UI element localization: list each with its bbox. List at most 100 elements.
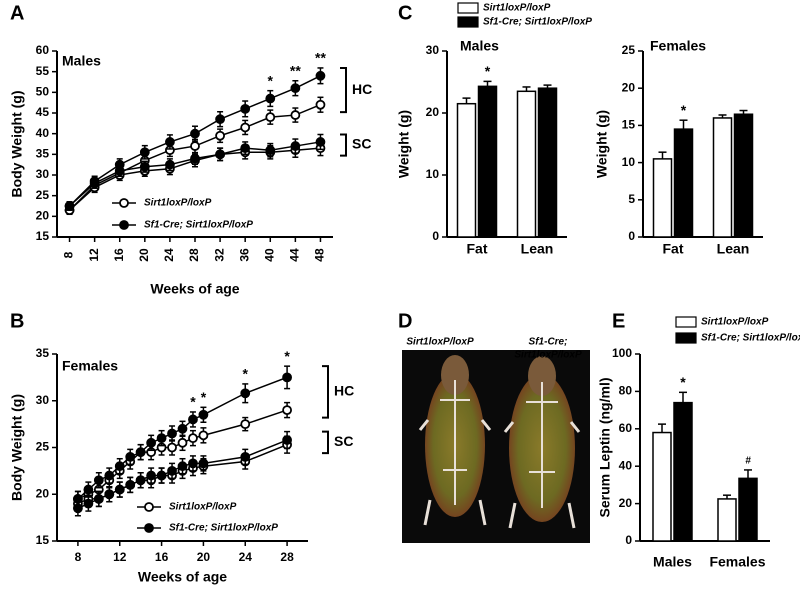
point — [114, 461, 125, 472]
bar — [456, 102, 477, 238]
point — [315, 70, 326, 81]
point — [190, 141, 200, 151]
bar — [652, 431, 672, 542]
y-tick-label: 40 — [36, 126, 50, 140]
point — [198, 430, 209, 441]
y-tick-label: 0 — [432, 229, 439, 243]
point — [282, 372, 292, 383]
bracket-label: SC — [334, 433, 353, 449]
panel-letter: C — [398, 2, 412, 24]
x-tick-label: 16 — [112, 248, 126, 262]
point — [165, 159, 175, 170]
y-tick-label: 0 — [628, 229, 635, 243]
x-tick-label: 24 — [239, 550, 253, 564]
bar — [717, 498, 737, 542]
y-tick-label: 25 — [36, 188, 50, 202]
point — [167, 465, 177, 476]
y-tick-label: 20 — [622, 80, 636, 94]
point — [215, 149, 225, 160]
y-tick-label: 30 — [426, 43, 440, 57]
x-tick-label: 44 — [288, 248, 302, 262]
panel-title: Females — [62, 358, 118, 374]
bar — [537, 87, 558, 238]
y-tick-label: 15 — [36, 533, 50, 547]
y-tick-label: 10 — [426, 167, 440, 181]
legend-marker — [119, 220, 129, 230]
legend-marker — [144, 502, 154, 512]
point — [83, 484, 94, 495]
annotation: ** — [315, 50, 326, 66]
point — [240, 388, 251, 399]
point — [114, 484, 125, 495]
x-tick-label: 32 — [212, 248, 226, 262]
point — [93, 475, 104, 486]
bracket — [322, 365, 329, 419]
mouse-image — [402, 350, 590, 543]
bar — [652, 158, 673, 238]
point — [240, 103, 251, 114]
y-tick-label: 40 — [619, 458, 633, 472]
legend-label: Sf1-Cre; Sirt1loxP/loxP — [144, 220, 253, 231]
point — [282, 435, 292, 445]
point — [135, 447, 146, 458]
panel-letter: B — [10, 310, 24, 332]
x-tick-label: 12 — [87, 248, 101, 262]
point — [167, 428, 177, 439]
y-tick-label: 50 — [36, 85, 50, 99]
x-tick-label: Fat — [467, 241, 488, 257]
x-tick-label: 36 — [237, 248, 251, 262]
bracket-label: HC — [352, 81, 372, 97]
bracket — [322, 430, 329, 455]
annotation: * — [680, 374, 686, 390]
y-axis-title: Body Weight (g) — [9, 90, 25, 197]
y-tick-label: 20 — [36, 486, 50, 500]
x-tick-label: 48 — [313, 248, 327, 262]
point — [165, 137, 175, 147]
bracket — [340, 66, 347, 114]
point — [64, 201, 75, 211]
y-tick-label: 15 — [622, 118, 636, 132]
legend-label: Sirt1loxP/loxP — [701, 317, 769, 328]
point — [188, 414, 198, 425]
y-tick-label: 60 — [619, 421, 633, 435]
panel-letter: D — [398, 310, 412, 332]
x-axis-title: Weeks of age — [150, 281, 239, 297]
image-label: Sirt1loxP/loxP — [514, 350, 582, 361]
x-tick-label: Fat — [663, 241, 684, 257]
annotation: * — [268, 72, 274, 88]
point — [215, 114, 225, 125]
bar — [673, 401, 693, 542]
y-tick-label: 15 — [36, 229, 50, 243]
y-tick-label: 25 — [36, 440, 50, 454]
y-tick-label: 10 — [622, 155, 636, 169]
legend-label: Sf1-Cre; Sirt1loxP/loxP — [701, 333, 800, 344]
annotation: * — [190, 394, 196, 410]
point — [89, 178, 100, 189]
y-tick-label: 80 — [619, 384, 633, 398]
bar — [673, 128, 694, 238]
point — [177, 437, 188, 448]
legend-label: Sirt1loxP/loxP — [483, 3, 551, 14]
point — [104, 489, 115, 500]
point — [315, 137, 326, 147]
point — [315, 99, 326, 110]
annotation: * — [681, 102, 687, 118]
point — [240, 143, 251, 154]
y-axis-title: Weight (g) — [594, 110, 610, 178]
x-tick-label: Males — [653, 554, 692, 570]
point — [290, 110, 301, 120]
bar — [477, 85, 498, 238]
annotation: ** — [290, 62, 301, 78]
point — [125, 451, 136, 462]
point — [93, 494, 104, 504]
bar — [738, 477, 758, 542]
point — [198, 458, 209, 469]
point — [188, 433, 198, 444]
legend-swatch — [457, 2, 479, 14]
point — [139, 147, 150, 158]
annotation: * — [243, 366, 249, 382]
point — [177, 461, 188, 472]
point — [104, 470, 115, 481]
legend-label: Sf1-Cre; Sirt1loxP/loxP — [169, 523, 278, 534]
